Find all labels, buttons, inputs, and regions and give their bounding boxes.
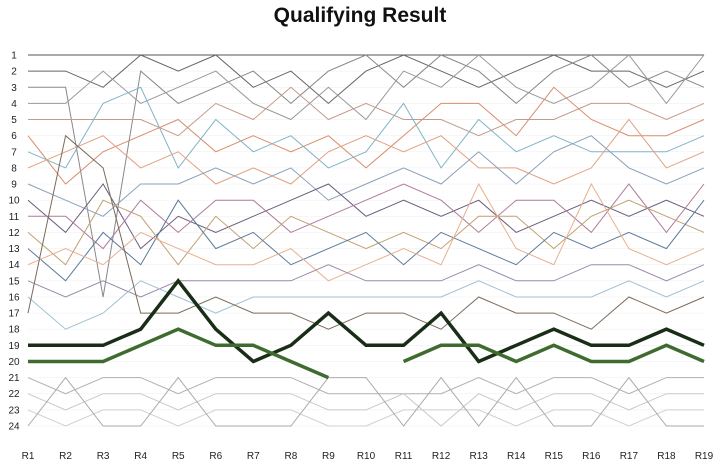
background-series-line bbox=[27, 280, 705, 330]
x-tick-label: R5 bbox=[172, 451, 185, 462]
x-tick-label: R9 bbox=[322, 451, 335, 462]
y-tick-label: 20 bbox=[8, 357, 20, 368]
x-tick-label: R10 bbox=[357, 451, 376, 462]
x-tick-label: R11 bbox=[395, 451, 413, 462]
y-tick-label: 11 bbox=[9, 212, 20, 223]
y-tick-label: 10 bbox=[8, 196, 20, 207]
x-tick-label: R13 bbox=[469, 451, 488, 462]
y-tick-label: 24 bbox=[8, 422, 20, 433]
x-tick-label: R3 bbox=[97, 451, 110, 462]
x-tick-label: R2 bbox=[59, 451, 72, 462]
tick-lines bbox=[28, 54, 704, 427]
background-series-line bbox=[27, 135, 705, 217]
background-series-line bbox=[27, 86, 705, 169]
background-series-line bbox=[28, 86, 705, 137]
x-tick-label: R14 bbox=[507, 451, 526, 462]
background-series-line bbox=[27, 134, 705, 330]
x-tick-labels: R1 R2 R3 R4 R5 R6 R7 R8 R9 R10 R11 R12 R13 R14 R15 R16 R… bbox=[22, 451, 714, 462]
y-tick-label: 17 bbox=[8, 309, 20, 320]
x-tick-label: R7 bbox=[247, 451, 260, 462]
background-series-line bbox=[27, 199, 705, 266]
y-tick-label: 22 bbox=[8, 389, 20, 400]
y-tick-label: 5 bbox=[11, 115, 17, 126]
background-series-line bbox=[27, 393, 704, 427]
y-tick-label: 8 bbox=[11, 163, 17, 174]
x-tick-label: R12 bbox=[432, 451, 451, 462]
y-tick-label: 7 bbox=[11, 147, 17, 158]
y-tick-label: 15 bbox=[8, 276, 20, 287]
x-tick-label: R4 bbox=[134, 451, 147, 462]
background-series-line bbox=[27, 409, 704, 427]
y-tick-label: 23 bbox=[8, 405, 20, 416]
chart-title: Qualifying Result bbox=[273, 4, 447, 27]
background-series-line bbox=[27, 183, 705, 250]
background-series-line bbox=[27, 86, 705, 185]
y-tick-label: 1 bbox=[11, 51, 17, 62]
y-tick-label: 2 bbox=[11, 67, 17, 78]
highlight-series-line bbox=[28, 327, 705, 380]
y-tick-label: 4 bbox=[11, 99, 17, 110]
x-tick-label: R1 bbox=[22, 451, 35, 462]
highlight-series-group bbox=[28, 277, 705, 380]
background-series-line bbox=[27, 376, 704, 427]
x-tick-label: R15 bbox=[545, 451, 564, 462]
background-series-line bbox=[28, 54, 705, 105]
y-tick-label: 9 bbox=[11, 180, 17, 191]
background-series-line bbox=[27, 264, 705, 298]
background-series-line bbox=[27, 118, 705, 185]
background-series-line bbox=[27, 182, 705, 282]
background-series-line bbox=[27, 377, 704, 395]
y-tick-label: 3 bbox=[11, 83, 17, 94]
x-tick-label: R6 bbox=[209, 451, 222, 462]
x-tick-label: R19 bbox=[695, 451, 714, 462]
background-series-line bbox=[28, 183, 705, 250]
y-tick-label: 19 bbox=[8, 341, 20, 352]
background-series-line bbox=[27, 199, 705, 282]
x-tick-label: R16 bbox=[582, 451, 601, 462]
x-tick-label: R17 bbox=[620, 451, 639, 462]
y-tick-label: 18 bbox=[8, 325, 20, 336]
x-tick-label: R8 bbox=[284, 451, 297, 462]
background-series-line bbox=[28, 54, 705, 121]
y-tick-label: 14 bbox=[8, 260, 20, 271]
background-series-line bbox=[28, 54, 705, 298]
background-series-group bbox=[27, 54, 705, 427]
y-tick-label: 13 bbox=[8, 244, 20, 255]
y-tick-label: 12 bbox=[8, 228, 20, 239]
highlight-series-line bbox=[28, 277, 705, 364]
y-tick-label: 16 bbox=[8, 292, 20, 303]
y-tick-label: 21 bbox=[8, 373, 20, 384]
x-tick-label: R18 bbox=[657, 451, 676, 462]
y-tick-label: 6 bbox=[11, 131, 17, 142]
